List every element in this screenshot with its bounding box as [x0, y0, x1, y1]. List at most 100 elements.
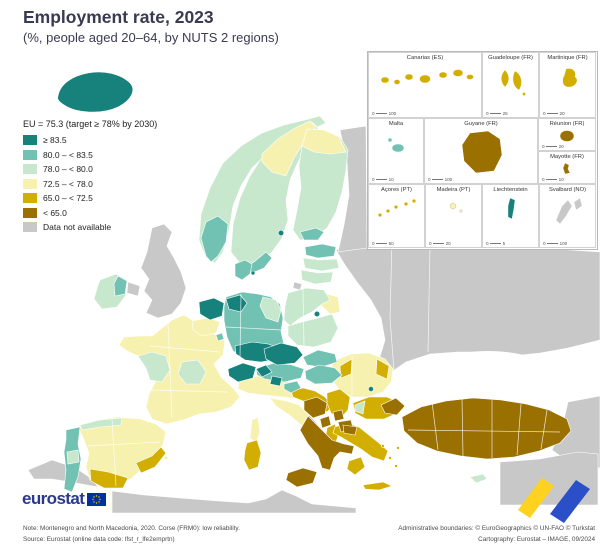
inset-reunion: Réunion (FR) 0 20: [538, 118, 596, 151]
blue-arrow: [550, 480, 590, 523]
ireland-east: [113, 275, 128, 297]
scale-line: [546, 178, 558, 180]
legend-swatch: [23, 149, 37, 160]
northern-ireland: [126, 281, 141, 297]
aegean-island: [381, 444, 385, 448]
aegean-island: [388, 456, 392, 460]
scale-min: 0: [542, 176, 545, 182]
latvia: [302, 257, 340, 272]
legend-item: Data not available: [23, 222, 157, 232]
turkey-nuts-line: [540, 409, 548, 450]
legend-item: ≥ 83.5: [23, 135, 157, 145]
inset-canarias: Canarias (ES) 0 100: [368, 52, 482, 118]
legend-item: 80.0 – < 83.5: [23, 149, 157, 160]
scale-bar: 0 10: [372, 177, 394, 182]
austria-west: [255, 364, 273, 378]
island: [562, 162, 571, 175]
legend-swatch: [23, 193, 37, 203]
flag-star: [98, 500, 100, 503]
romania-east: [375, 358, 390, 380]
italy-south: [299, 415, 355, 471]
note-line: Note: Montenegro and North Macedonia, 20…: [23, 525, 240, 532]
poland-south: [287, 313, 339, 348]
scale-bar: 0 25: [486, 111, 508, 116]
flag-field: [87, 492, 107, 506]
bolzano: [269, 375, 283, 387]
turkey-nuts-line: [516, 403, 522, 456]
legend-eu-value: EU = 75.3 (target ≥ 78% by 2030): [23, 119, 158, 129]
guyane-mini-map: [461, 130, 503, 174]
north-africa-coast: [111, 489, 357, 514]
bucharest-region: [368, 386, 374, 392]
scale-max: 100: [444, 176, 453, 182]
scale-bar: 0 100: [428, 177, 452, 182]
class5-regions: [285, 396, 572, 488]
island: [380, 76, 390, 84]
mayotte-mini-map: [562, 162, 571, 175]
island: [377, 212, 382, 217]
scale-bar: 0 10: [542, 177, 564, 182]
greece-north: [342, 424, 358, 436]
scale-bar: 0 20: [543, 111, 565, 116]
morocco: [27, 459, 99, 488]
scale-line: [433, 242, 445, 244]
turkey: [401, 397, 572, 460]
serbia: [326, 388, 351, 420]
france-nuts-line: [149, 389, 229, 393]
scale-bar: 0 20: [429, 241, 451, 246]
germany-nuts-line: [225, 326, 282, 331]
bosnia: [303, 396, 328, 419]
slovenia: [283, 380, 302, 394]
turkey-europe: [380, 397, 406, 416]
scale-line: [547, 112, 559, 114]
island: [387, 137, 393, 143]
scale-bar: 0 100: [372, 111, 396, 116]
legend-swatch: [23, 164, 37, 174]
norway-south: [200, 215, 229, 263]
flag-star: [92, 498, 94, 500]
scale-min: 0: [429, 240, 432, 246]
inset-label: Svalbard (NO): [548, 186, 587, 193]
scale-bar: 0 5: [486, 241, 505, 246]
kosovo: [332, 409, 345, 422]
scale-max: 50: [388, 240, 394, 246]
legend-label: 80.0 – < 83.5: [43, 149, 93, 160]
corsica: [249, 416, 261, 444]
flag-star: [93, 495, 95, 498]
crete: [362, 481, 393, 491]
flag-star: [96, 501, 98, 504]
bulgaria-southwest: [354, 400, 366, 415]
iceland: [57, 71, 134, 113]
scale-min: 0: [372, 176, 375, 182]
flag-star: [93, 500, 95, 503]
aegean-island: [394, 464, 398, 468]
legend-swatch: [23, 135, 37, 145]
legend-label: 72.5 – < 78.0: [43, 178, 93, 189]
germany-east: [259, 296, 282, 323]
scale-bar: 0 50: [372, 241, 394, 246]
turkey-nuts-line: [407, 429, 561, 433]
legend-label: ≥ 83.5: [43, 135, 67, 145]
inset-liechtenstein: Liechtenstein 0 5: [482, 184, 539, 248]
switzerland: [227, 362, 257, 383]
island: [419, 74, 431, 84]
legend-label: 65.0 – < 72.5: [43, 193, 93, 203]
martinique-mini-map: [561, 68, 577, 88]
region: [461, 130, 503, 174]
island: [385, 208, 390, 213]
inset-label: Guyane (FR): [464, 120, 498, 127]
stockholm-region: [277, 229, 285, 237]
copenhagen-region: [250, 270, 256, 276]
nuts-borders: [87, 240, 561, 487]
scale-line: [490, 112, 502, 114]
scale-max: 20: [558, 143, 564, 149]
inset-guyane: Guyane (FR) 0 100: [424, 118, 538, 184]
inset-label: Réunion (FR): [549, 120, 585, 127]
germany-northwest: [225, 294, 248, 313]
inset-label: Mayotte (FR): [550, 153, 584, 160]
scale-min: 0: [428, 176, 431, 182]
class2-patches: [66, 287, 366, 465]
scale-min: 0: [372, 240, 375, 246]
island: [512, 70, 522, 91]
overseas-regions-panel: Canarias (ES) 0 100 Guadeloupe (FR): [367, 51, 598, 250]
